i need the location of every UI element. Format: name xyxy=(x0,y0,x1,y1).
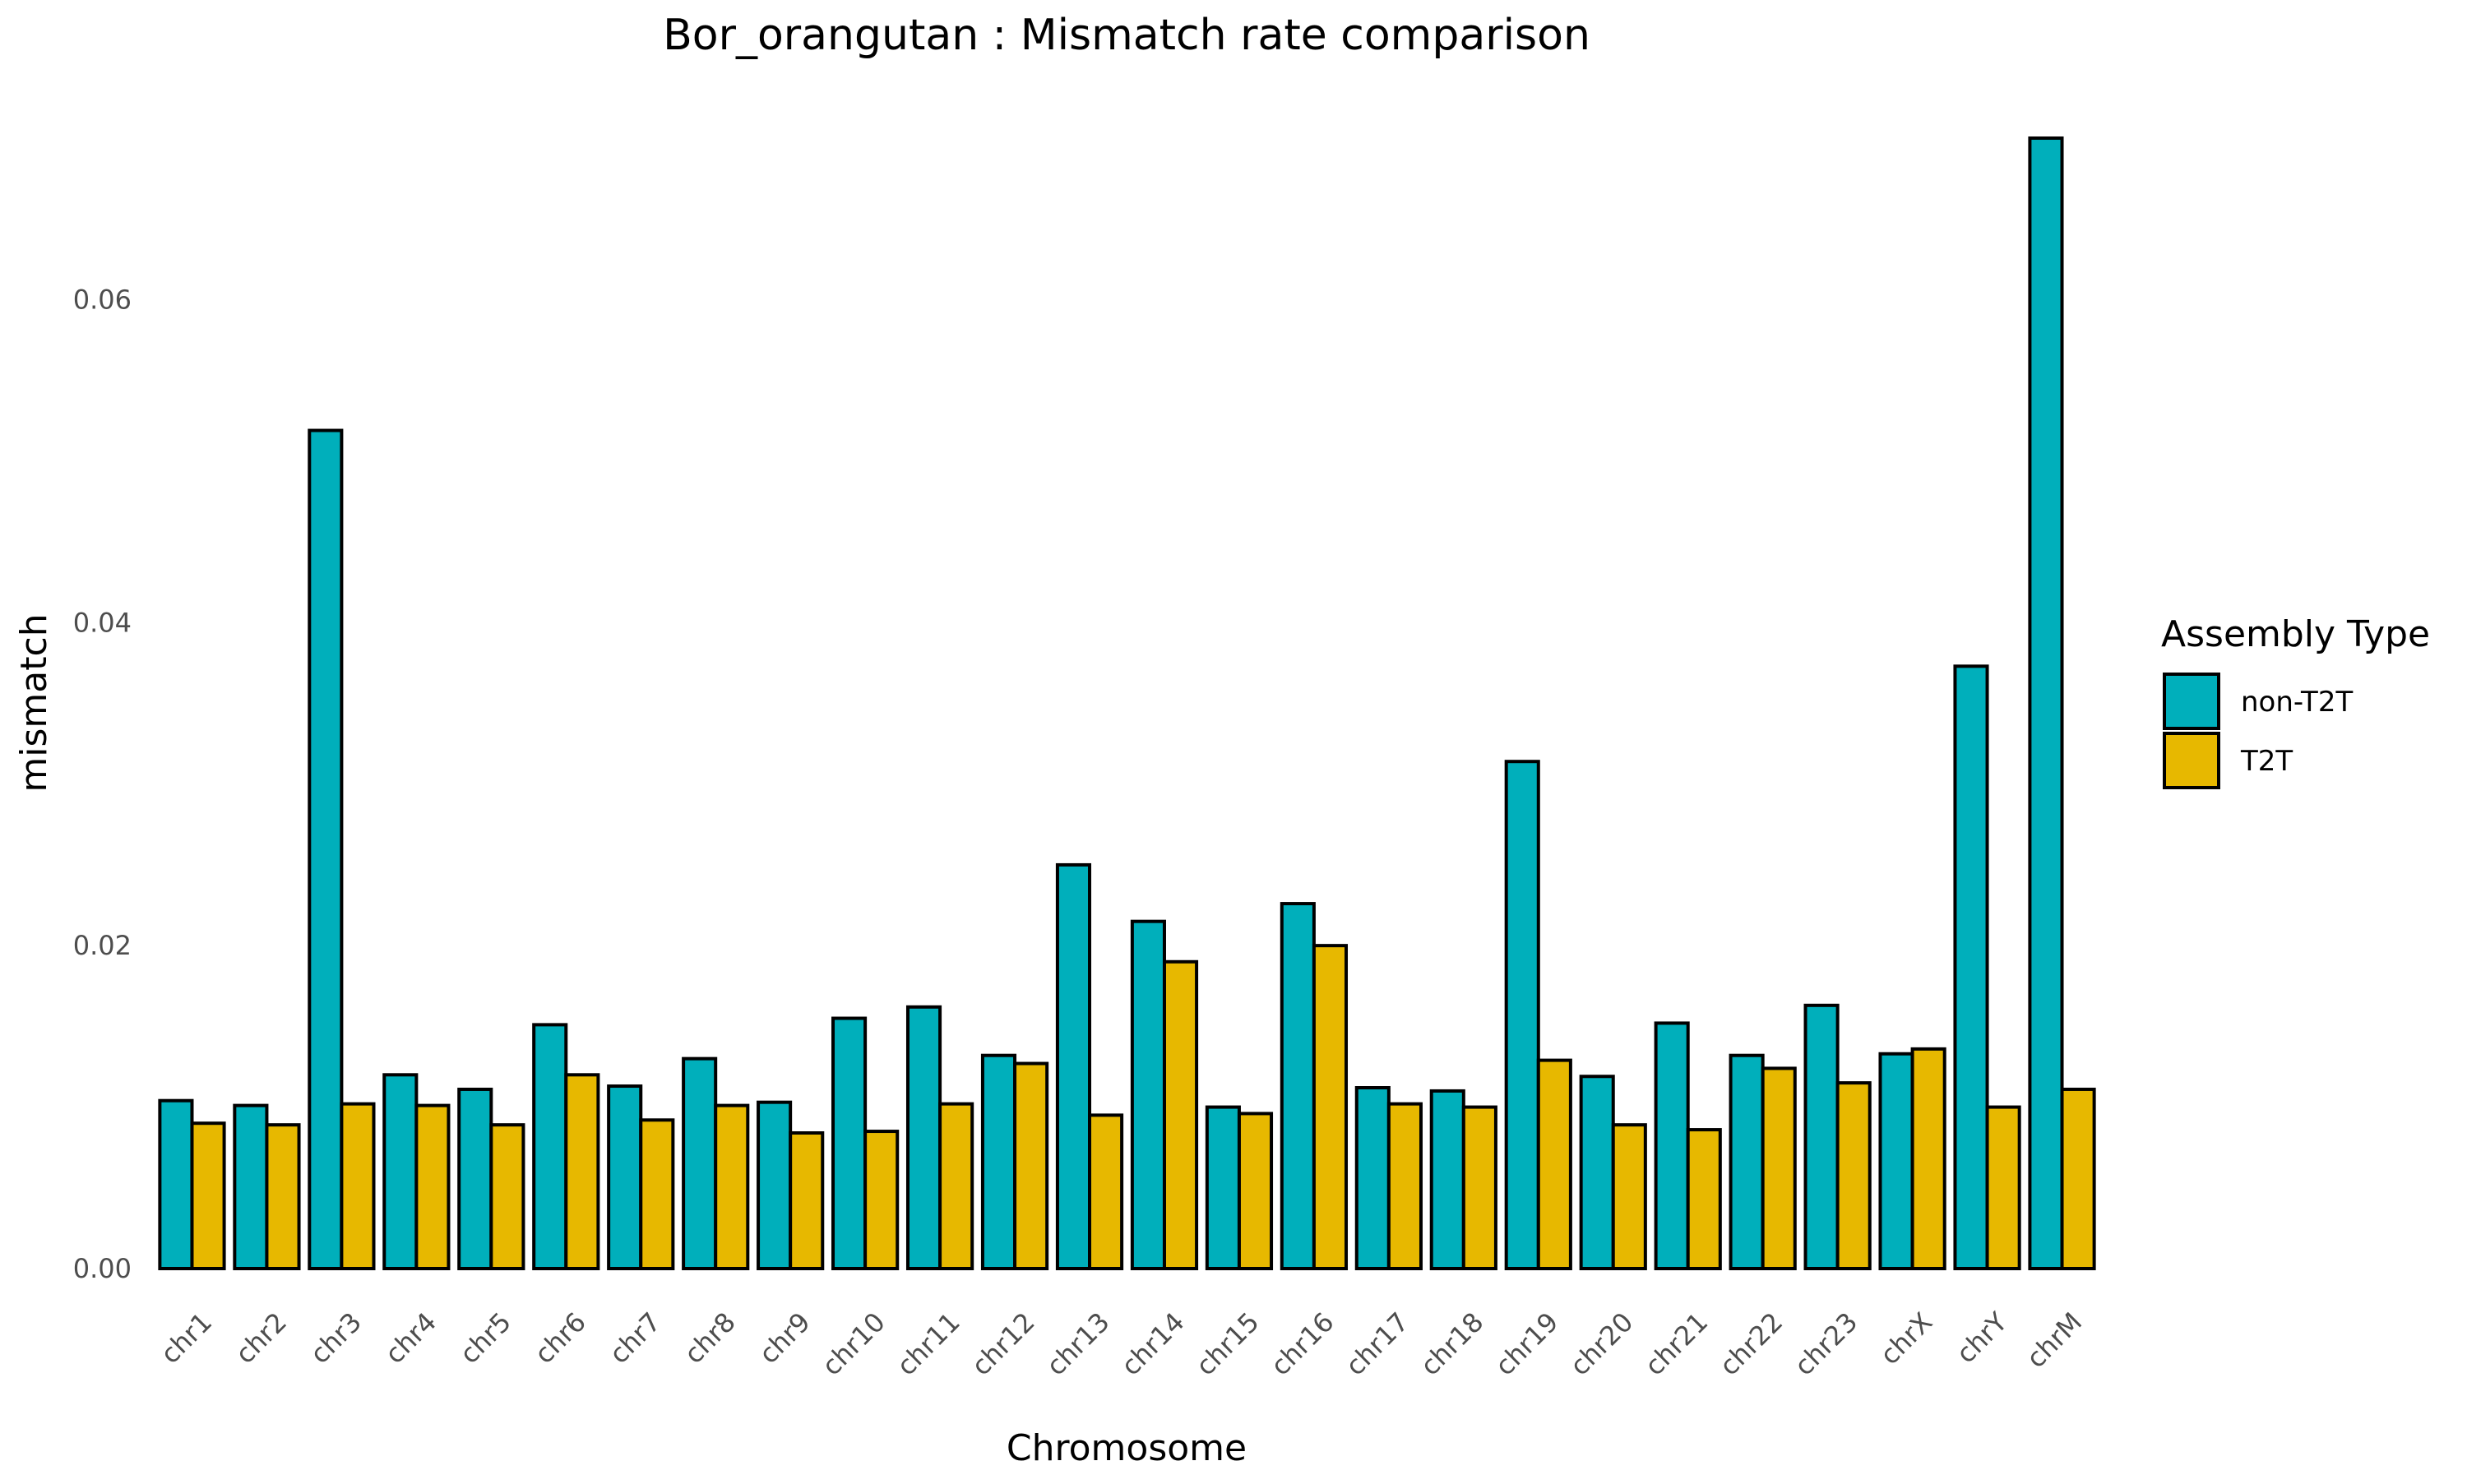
bar-t2t-chr17 xyxy=(1386,1102,1423,1271)
x-tick-label: chr6 xyxy=(529,1306,592,1370)
bar-t2t-chr6 xyxy=(564,1073,600,1271)
x-tick-label: chr5 xyxy=(454,1306,517,1370)
x-tick-label: chr8 xyxy=(678,1306,742,1370)
bar-t2t-chr23 xyxy=(1835,1081,1872,1270)
bar-t2t-chr11 xyxy=(938,1102,974,1271)
bar-t2t-chr14 xyxy=(1162,959,1199,1271)
y-tick-label: 0.02 xyxy=(73,930,132,961)
y-axis-title: mismatch xyxy=(13,613,55,792)
x-axis-title: Chromosome xyxy=(1007,1427,1247,1469)
bar-t2t-chr18 xyxy=(1461,1105,1497,1270)
legend-swatch-t2t xyxy=(2163,732,2220,789)
bar-t2t-chr13 xyxy=(1088,1113,1124,1271)
x-tick-label: chr11 xyxy=(891,1306,966,1382)
bar-non-t2t-chr5 xyxy=(457,1087,493,1270)
x-tick-label: chr10 xyxy=(816,1306,891,1382)
bar-t2t-chr10 xyxy=(863,1130,900,1271)
bar-non-t2t-chr8 xyxy=(682,1056,718,1271)
bar-non-t2t-chr3 xyxy=(308,428,344,1270)
bar-non-t2t-chr17 xyxy=(1354,1086,1391,1270)
bar-non-t2t-chr22 xyxy=(1729,1053,1765,1270)
x-tick-label: chr18 xyxy=(1414,1306,1490,1382)
y-tick-label: 0.00 xyxy=(73,1253,132,1284)
bar-non-t2t-chr14 xyxy=(1130,919,1166,1271)
bar-non-t2t-chrY xyxy=(1953,664,1989,1270)
bar-non-t2t-chr13 xyxy=(1055,862,1092,1271)
x-tick-label: chr22 xyxy=(1714,1306,1789,1382)
bar-non-t2t-chr23 xyxy=(1803,1003,1840,1270)
bar-non-t2t-chrX xyxy=(1878,1052,1914,1270)
x-tick-label: chrM xyxy=(2020,1306,2088,1374)
x-tick-label: chr4 xyxy=(379,1306,442,1370)
x-tick-label: chr17 xyxy=(1340,1306,1415,1382)
x-tick-label: chr21 xyxy=(1639,1306,1715,1382)
bar-t2t-chr19 xyxy=(1536,1058,1572,1270)
x-tick-label: chr1 xyxy=(155,1306,218,1370)
bar-t2t-chr9 xyxy=(789,1131,825,1270)
legend-swatch-non-t2t xyxy=(2163,673,2220,730)
bar-t2t-chr5 xyxy=(489,1123,525,1271)
legend-label-t2t: T2T xyxy=(2240,745,2293,778)
bar-non-t2t-chr15 xyxy=(1205,1105,1241,1270)
y-tick-label: 0.06 xyxy=(73,284,132,315)
bars-group xyxy=(158,136,2096,1271)
legend-label-non-t2t: non-T2T xyxy=(2241,686,2353,719)
bar-non-t2t-chr4 xyxy=(382,1073,419,1271)
x-tick-label: chr7 xyxy=(604,1306,667,1370)
legend-title: Assembly Type xyxy=(2161,613,2430,655)
bar-non-t2t-chr11 xyxy=(905,1005,942,1271)
y-tick-label: 0.04 xyxy=(73,607,132,638)
bar-t2t-chr22 xyxy=(1761,1066,1797,1271)
bar-non-t2t-chr9 xyxy=(757,1100,793,1271)
x-tick-label: chr20 xyxy=(1564,1306,1640,1382)
bar-non-t2t-chr21 xyxy=(1654,1021,1690,1271)
bar-non-t2t-chr16 xyxy=(1280,902,1316,1270)
bar-t2t-chr15 xyxy=(1237,1112,1274,1271)
x-tick-label: chr3 xyxy=(304,1306,368,1370)
x-tick-label: chr16 xyxy=(1265,1306,1340,1382)
x-tick-label: chr23 xyxy=(1789,1306,1864,1382)
bar-t2t-chrM xyxy=(2060,1087,2096,1270)
bar-t2t-chr8 xyxy=(714,1103,750,1270)
bar-non-t2t-chr7 xyxy=(607,1084,643,1271)
chart-title: Bor_orangutan : Mismatch rate comparison xyxy=(663,11,1590,60)
bar-non-t2t-chr18 xyxy=(1429,1089,1465,1271)
x-axis-ticks: chr1 chr2 chr3 chr4 chr5 chr6 chr7 chr8 chr9 chr1… xyxy=(155,1306,2088,1381)
bar-non-t2t-chr1 xyxy=(158,1098,194,1270)
bar-non-t2t-chrM xyxy=(2028,136,2064,1270)
y-axis-ticks: 0.00 0.02 0.04 0.06 xyxy=(73,284,132,1284)
bar-t2t-chr12 xyxy=(1013,1061,1049,1271)
bar-t2t-chr1 xyxy=(190,1121,226,1270)
legend: Assembly Type non-T2T T2T xyxy=(2161,613,2430,789)
bar-t2t-chr16 xyxy=(1312,944,1349,1270)
x-tick-label: chr13 xyxy=(1040,1306,1116,1382)
x-tick-label: chr2 xyxy=(229,1306,293,1370)
bar-t2t-chrY xyxy=(1985,1105,2021,1270)
x-tick-label: chr9 xyxy=(752,1306,816,1370)
bar-t2t-chr3 xyxy=(340,1102,376,1271)
bar-t2t-chr21 xyxy=(1686,1128,1722,1270)
x-tick-label: chr12 xyxy=(965,1306,1041,1382)
bar-t2t-chr2 xyxy=(265,1123,301,1271)
bar-non-t2t-chr20 xyxy=(1579,1075,1615,1270)
x-tick-label: chr15 xyxy=(1190,1306,1266,1382)
bar-t2t-chr7 xyxy=(639,1118,675,1271)
bar-non-t2t-chr19 xyxy=(1504,760,1540,1270)
bar-non-t2t-chr10 xyxy=(831,1016,868,1271)
x-tick-label: chrX xyxy=(1874,1306,1938,1371)
bar-non-t2t-chr2 xyxy=(233,1103,269,1270)
x-tick-label: chr14 xyxy=(1115,1306,1191,1382)
bar-t2t-chr4 xyxy=(414,1103,451,1270)
bar-t2t-chrX xyxy=(1910,1047,1946,1270)
x-tick-label: chrY xyxy=(1950,1306,2013,1369)
bar-non-t2t-chr6 xyxy=(532,1023,568,1270)
x-tick-label: chr19 xyxy=(1489,1306,1565,1382)
bar-non-t2t-chr12 xyxy=(980,1053,1017,1270)
bar-t2t-chr20 xyxy=(1611,1123,1647,1271)
